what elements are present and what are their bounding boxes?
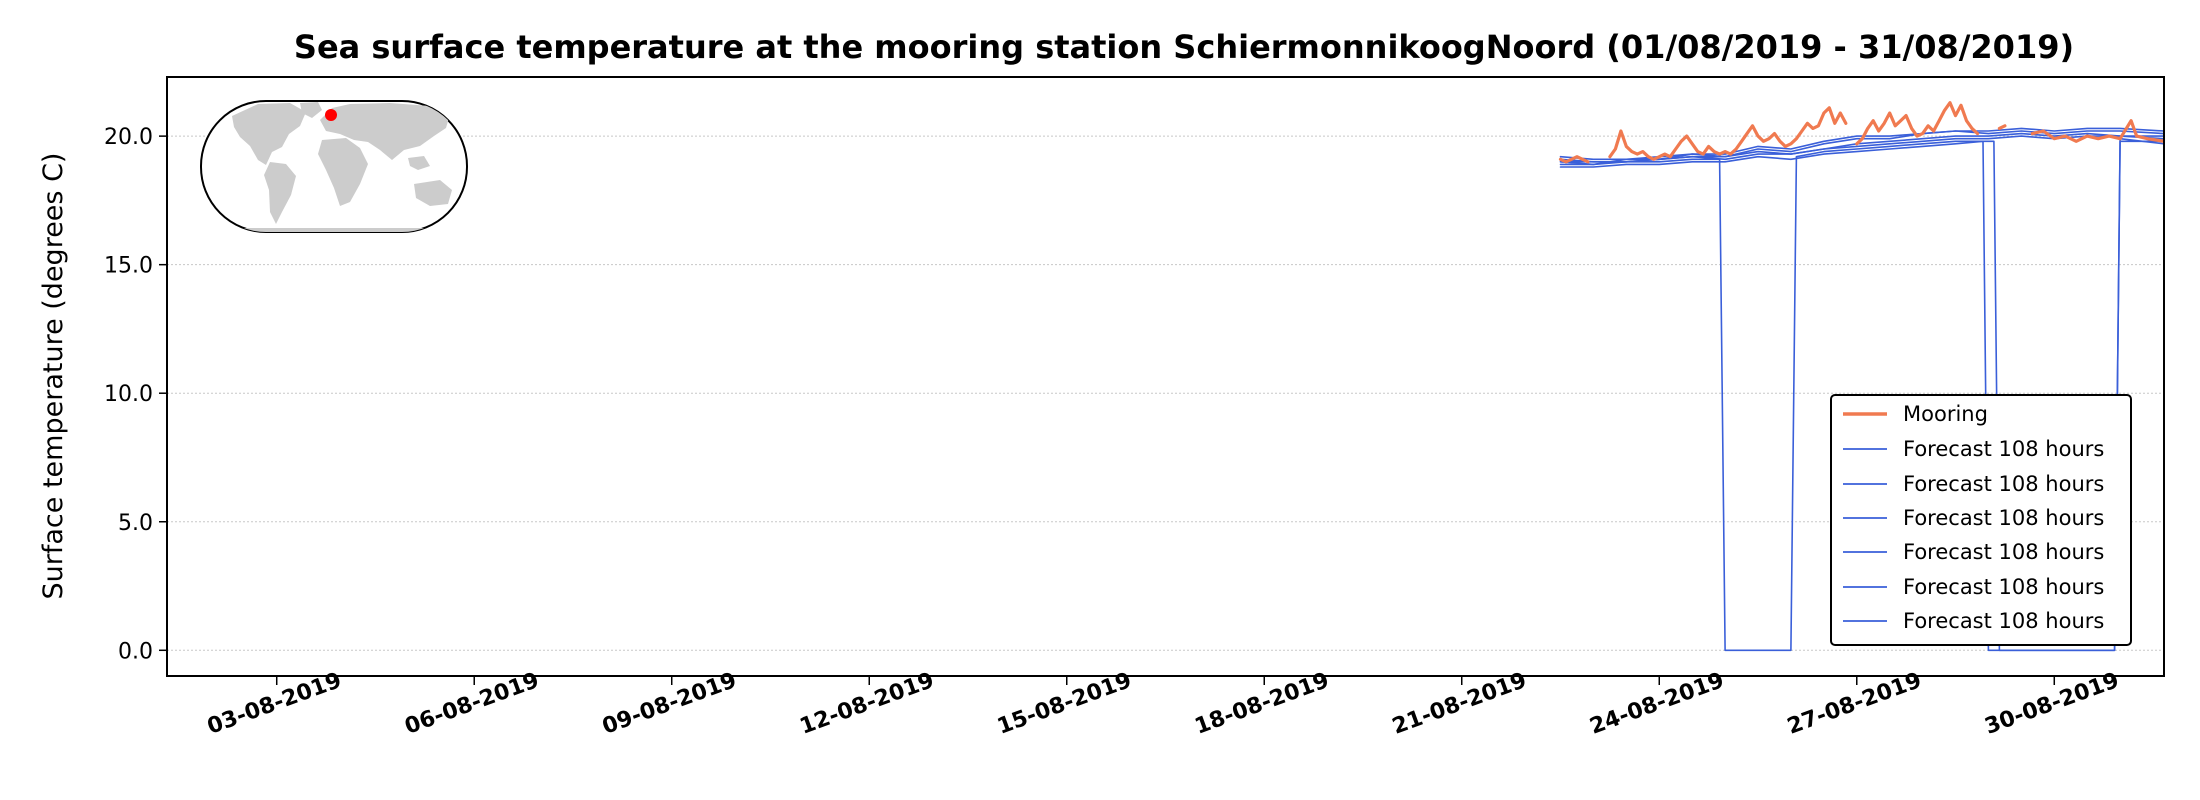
x-tick-label: 06-08-2019: [402, 668, 543, 740]
legend-label-forecast-5: Forecast 108 hours: [1903, 575, 2104, 599]
station-marker: [325, 109, 337, 121]
legend-label-forecast-1: Forecast 108 hours: [1903, 437, 2104, 461]
y-tick-label: 0.0: [118, 639, 153, 664]
x-tick-label: 18-08-2019: [1192, 668, 1333, 740]
map-land: [220, 102, 460, 232]
southeast-asia-shape: [408, 156, 430, 170]
antarctica-shape: [220, 228, 460, 232]
mooring-line-segment-3: [1997, 124, 2007, 130]
x-tick-label: 21-08-2019: [1389, 668, 1530, 740]
world-map-inset: [200, 100, 468, 233]
africa-shape: [318, 138, 368, 206]
chart-title: Sea surface temperature at the mooring s…: [294, 28, 2074, 66]
south-america-shape: [264, 162, 296, 224]
mooring-line-segment-2: [1855, 101, 1980, 146]
australia-shape: [414, 180, 452, 206]
y-tick-label: 20.0: [104, 125, 153, 150]
mooring-line-segment-4: [2030, 119, 2164, 143]
y-tick-label: 5.0: [118, 511, 153, 536]
x-tick-label: 15-08-2019: [994, 668, 1135, 740]
legend-label-forecast-4: Forecast 108 hours: [1903, 540, 2104, 564]
y-axis: 0.0 5.0 10.0 15.0 20.0: [104, 125, 167, 664]
legend-box: [1830, 394, 2132, 646]
forecast-line-4-segment-0: [1559, 140, 2164, 652]
x-tick-label: 30-08-2019: [1982, 668, 2123, 740]
x-tick-label: 27-08-2019: [1784, 668, 1925, 740]
legend: Mooring Forecast 108 hours Forecast 108 …: [1830, 394, 2132, 646]
y-axis-label: Surface temperature (degrees C): [38, 153, 69, 600]
legend-label-forecast-2: Forecast 108 hours: [1903, 472, 2104, 496]
mooring-line-segment-1: [1608, 106, 1848, 161]
plot-frame: [166, 76, 2165, 677]
north-america-shape: [232, 103, 306, 165]
x-tick-label: 09-08-2019: [599, 668, 740, 740]
series-lines: [1558, 101, 2164, 652]
legend-label-forecast-6: Forecast 108 hours: [1903, 609, 2104, 633]
x-axis: 03-08-2019 06-08-2019 09-08-2019 12-08-2019…: [204, 668, 2122, 740]
mooring-line-segment-0: [1558, 155, 1590, 164]
greenland-shape: [300, 102, 322, 118]
y-tick-label: 15.0: [104, 254, 153, 279]
europe-asia-shape: [320, 103, 450, 160]
x-tick-label: 12-08-2019: [797, 668, 938, 740]
x-tick-label: 24-08-2019: [1587, 668, 1728, 740]
legend-label-mooring: Mooring: [1903, 402, 1988, 426]
y-tick-label: 10.0: [104, 382, 153, 407]
legend-label-forecast-3: Forecast 108 hours: [1903, 506, 2104, 530]
x-tick-label: 03-08-2019: [204, 668, 345, 740]
